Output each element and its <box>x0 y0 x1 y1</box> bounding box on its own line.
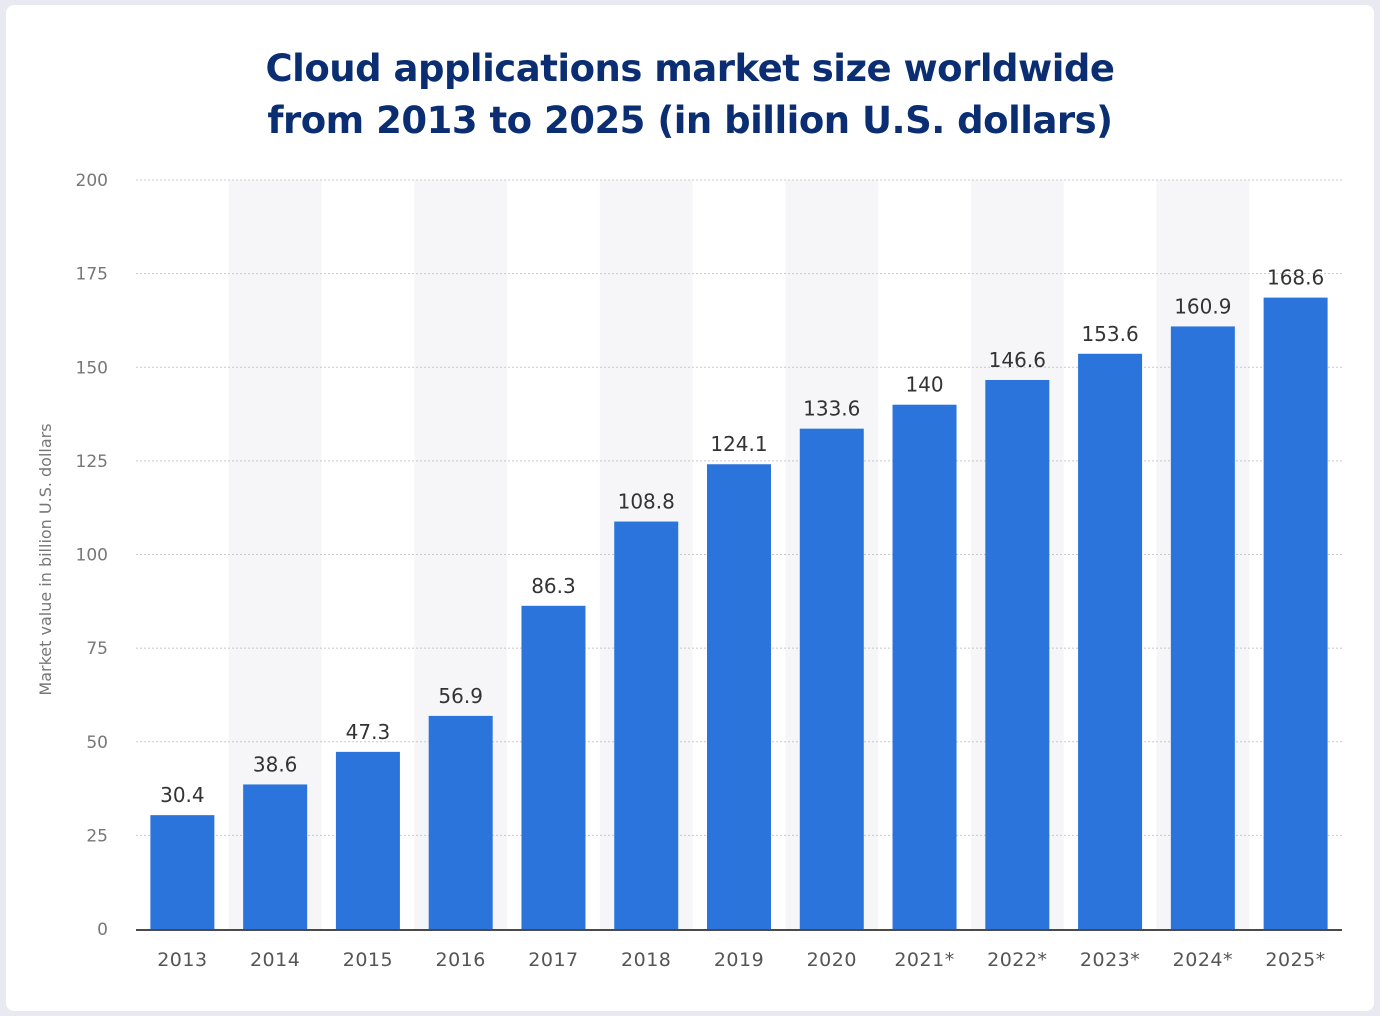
x-tick-label: 2013 <box>157 949 207 971</box>
chart-title-line-2: from 2013 to 2025 (in billion U.S. dolla… <box>267 99 1113 142</box>
chart-card: Cloud applications market size worldwide… <box>6 5 1374 1011</box>
value-label: 38.6 <box>253 752 298 776</box>
value-label: 146.6 <box>989 348 1046 372</box>
x-tick-label: 2018 <box>621 949 671 971</box>
value-label: 160.9 <box>1174 294 1231 318</box>
x-axis-labels: 2013 2014 2015 2016 2017 2018 2019 2020 2021* 202… <box>157 949 1325 971</box>
y-tick-label: 75 <box>86 639 108 659</box>
value-labels: 30.4 38.6 47.3 56.9 86.3 108.8 124.1 133.6 140 14… <box>160 266 1324 808</box>
x-tick-label: 2021* <box>894 949 954 971</box>
bar <box>150 815 215 929</box>
x-tick-label: 2019 <box>714 949 764 971</box>
y-tick-label: 50 <box>86 733 108 753</box>
x-tick-label: 2025* <box>1265 949 1325 971</box>
bar <box>1263 297 1328 929</box>
bar <box>985 379 1050 929</box>
bar <box>335 751 400 929</box>
bar <box>1078 353 1143 929</box>
y-axis-label: Market value in billion U.S. dollars <box>36 423 55 695</box>
x-tick-label: 2015 <box>343 949 393 971</box>
y-tick-label: 150 <box>76 358 108 378</box>
y-tick-label: 100 <box>76 546 108 566</box>
x-tick-label: 2024* <box>1173 949 1233 971</box>
value-label: 47.3 <box>346 720 391 744</box>
bar <box>243 784 308 929</box>
x-tick-label: 2014 <box>250 949 300 971</box>
value-label: 153.6 <box>1081 322 1138 346</box>
bar-chart: 0 25 50 75 100 125 150 175 200 30.4 38.6 47.3 56.9 8… <box>36 171 1342 971</box>
x-tick-label: 2017 <box>528 949 578 971</box>
y-tick-label: 200 <box>76 171 108 191</box>
bar <box>892 404 957 929</box>
value-label: 140 <box>905 373 943 397</box>
bar <box>799 428 864 929</box>
chart-title: Cloud applications market size worldwide… <box>6 43 1374 147</box>
bar <box>707 464 771 929</box>
value-label: 30.4 <box>160 783 205 807</box>
x-tick-label: 2022* <box>987 949 1047 971</box>
bars <box>150 297 1328 929</box>
y-axis-ticks: 0 25 50 75 100 125 150 175 200 <box>76 171 108 940</box>
y-tick-label: 0 <box>97 920 108 940</box>
bar <box>1170 326 1235 929</box>
value-label: 124.1 <box>710 432 767 456</box>
value-label: 108.8 <box>618 490 675 514</box>
value-label: 168.6 <box>1267 266 1324 290</box>
value-label: 86.3 <box>531 574 576 598</box>
x-tick-label: 2016 <box>436 949 486 971</box>
bar <box>428 715 493 929</box>
chart-title-line-1: Cloud applications market size worldwide <box>265 47 1115 90</box>
y-tick-label: 125 <box>76 452 108 472</box>
value-label: 56.9 <box>438 684 483 708</box>
bar <box>614 521 679 929</box>
bar <box>521 605 586 929</box>
y-tick-label: 25 <box>86 826 108 846</box>
x-tick-label: 2023* <box>1080 949 1140 971</box>
x-tick-label: 2020 <box>807 949 857 971</box>
value-label: 133.6 <box>803 397 860 421</box>
y-tick-label: 175 <box>76 265 108 285</box>
